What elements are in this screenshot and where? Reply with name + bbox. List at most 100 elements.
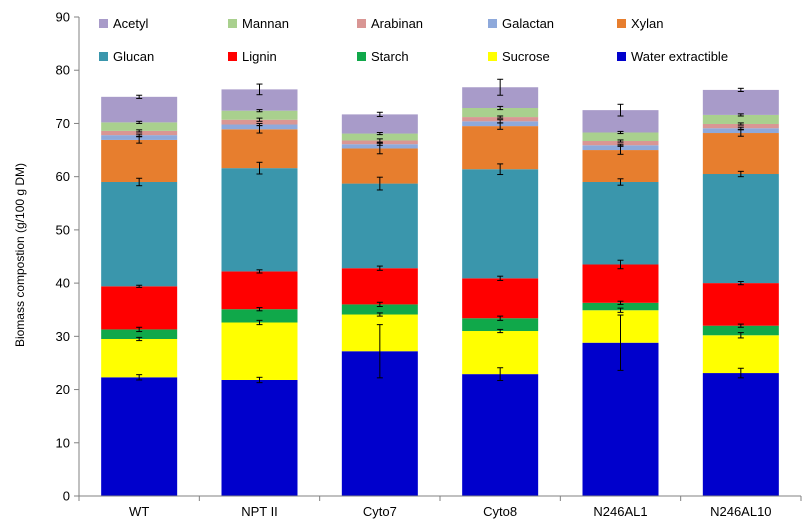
- bar-stack-wt: [101, 96, 178, 496]
- error-bar-lignin: [376, 265, 383, 271]
- bar-segment-starch: [702, 325, 779, 336]
- bar-segment-glucan: [462, 169, 539, 279]
- bar-segment-mannan: [101, 122, 178, 131]
- bar-segment-mannan: [702, 114, 779, 124]
- error-bar-glucan: [256, 161, 263, 175]
- bar-segment-acetyl: [462, 87, 539, 109]
- legend-swatch: [99, 52, 108, 61]
- legend-swatch: [228, 52, 237, 61]
- error-bar-galactan: [737, 126, 744, 130]
- legend-item-starch: Starch: [357, 49, 409, 64]
- legend-swatch: [488, 19, 497, 28]
- legend-item-sucrose: Sucrose: [488, 49, 550, 64]
- error-bar-water-extractible: [497, 367, 504, 382]
- legend-label: Lignin: [242, 49, 277, 64]
- y-tick-label: 60: [56, 169, 70, 184]
- error-bar-mannan: [136, 120, 143, 124]
- bar-segment-glucan: [101, 181, 178, 287]
- bar-segment-water-extractible: [221, 379, 298, 496]
- error-bar-starch: [376, 301, 383, 308]
- error-bar-acetyl: [136, 94, 143, 99]
- error-bar-acetyl: [376, 111, 383, 118]
- error-bar-sucrose: [376, 312, 383, 317]
- error-bar-glucan: [136, 177, 143, 187]
- error-bar-glucan: [376, 176, 383, 191]
- error-bar-xylan: [737, 129, 744, 137]
- error-bar-water-extractible: [737, 367, 744, 379]
- bar-segment-starch: [462, 318, 539, 332]
- bar-segment-mannan: [462, 108, 539, 118]
- error-bar-water-extractible: [256, 376, 263, 384]
- x-tick-label-n246al1: N246AL1: [593, 504, 647, 519]
- bar-segment-lignin: [582, 264, 659, 303]
- error-bar-arabinan: [497, 115, 504, 119]
- legend-item-acetyl: Acetyl: [99, 16, 149, 31]
- x-tick-label-cyto8: Cyto8: [483, 504, 517, 519]
- legend-label: Mannan: [242, 16, 289, 31]
- bar-segment-sucrose: [462, 331, 539, 375]
- bar-segment-starch: [341, 304, 418, 315]
- y-tick-label: 40: [56, 276, 70, 291]
- bar-segment-lignin: [702, 283, 779, 326]
- bar-segment-glucan: [221, 168, 298, 272]
- bar-segment-lignin: [341, 268, 418, 305]
- legend: Acetyl Mannan Arabinan Galactan Xylan Glucan L…: [99, 16, 728, 64]
- error-bar-acetyl: [737, 87, 744, 93]
- y-tick-label: 20: [56, 382, 70, 397]
- error-bar-arabinan: [376, 138, 383, 143]
- y-tick-label: 30: [56, 329, 70, 344]
- error-bar-galactan: [256, 122, 263, 127]
- x-tick-label-npt-ii: NPT II: [241, 504, 278, 519]
- y-tick-label: 50: [56, 222, 70, 237]
- legend-label: Arabinan: [371, 16, 423, 31]
- error-bar-arabinan: [136, 129, 143, 133]
- error-bar-glucan: [497, 163, 504, 176]
- y-tick-label: 10: [56, 435, 70, 450]
- bar-segment-xylan: [221, 129, 298, 169]
- y-tick-label: 0: [63, 489, 70, 504]
- error-bar-galactan: [617, 143, 624, 147]
- error-bar-glucan: [737, 170, 744, 178]
- legend-item-lignin: Lignin: [228, 49, 277, 64]
- error-bar-starch: [497, 315, 504, 321]
- legend-swatch: [357, 52, 366, 61]
- x-axis: WT NPT II Cyto7 Cyto8 N246AL1 N246AL10: [78, 495, 802, 519]
- bar-segment-water-extractible: [101, 377, 178, 496]
- bar-segment-arabinan: [582, 141, 659, 146]
- error-bar-mannan: [617, 130, 624, 135]
- error-bar-lignin: [136, 284, 143, 288]
- x-tick-label-wt: WT: [129, 504, 149, 519]
- bar-segment-lignin: [221, 271, 298, 310]
- error-bar-arabinan: [737, 122, 744, 126]
- bar-segment-lignin: [101, 286, 178, 330]
- error-bar-starch: [256, 307, 263, 312]
- bar-segment-glucan: [341, 183, 418, 269]
- error-bar-water-extractible: [376, 324, 383, 379]
- legend-label: Glucan: [113, 49, 154, 64]
- error-bar-acetyl: [497, 78, 504, 96]
- legend-label: Acetyl: [113, 16, 149, 31]
- error-bar-sucrose: [497, 328, 504, 334]
- error-bar-lignin: [737, 281, 744, 286]
- bar-segment-glucan: [582, 181, 659, 265]
- error-bar-lignin: [497, 275, 504, 281]
- bar-segment-arabinan: [221, 119, 298, 125]
- error-bar-lignin: [256, 269, 263, 274]
- error-bar-arabinan: [617, 139, 624, 143]
- bar-segment-arabinan: [462, 117, 539, 122]
- legend-swatch: [488, 52, 497, 61]
- legend-swatch: [617, 19, 626, 28]
- bar-segment-water-extractible: [462, 374, 539, 496]
- bar-segment-mannan: [221, 110, 298, 120]
- error-bar-mannan: [497, 105, 504, 111]
- legend-label: Sucrose: [502, 49, 550, 64]
- error-bar-galactan: [376, 142, 383, 146]
- error-bar-sucrose: [256, 319, 263, 326]
- error-bar-galactan: [497, 119, 504, 124]
- bar-stack-cyto8: [462, 87, 539, 496]
- error-bar-arabinan: [256, 117, 263, 122]
- x-tick-label-cyto7: Cyto7: [363, 504, 397, 519]
- error-bar-water-extractible: [136, 374, 143, 381]
- bar-segment-acetyl: [101, 96, 178, 123]
